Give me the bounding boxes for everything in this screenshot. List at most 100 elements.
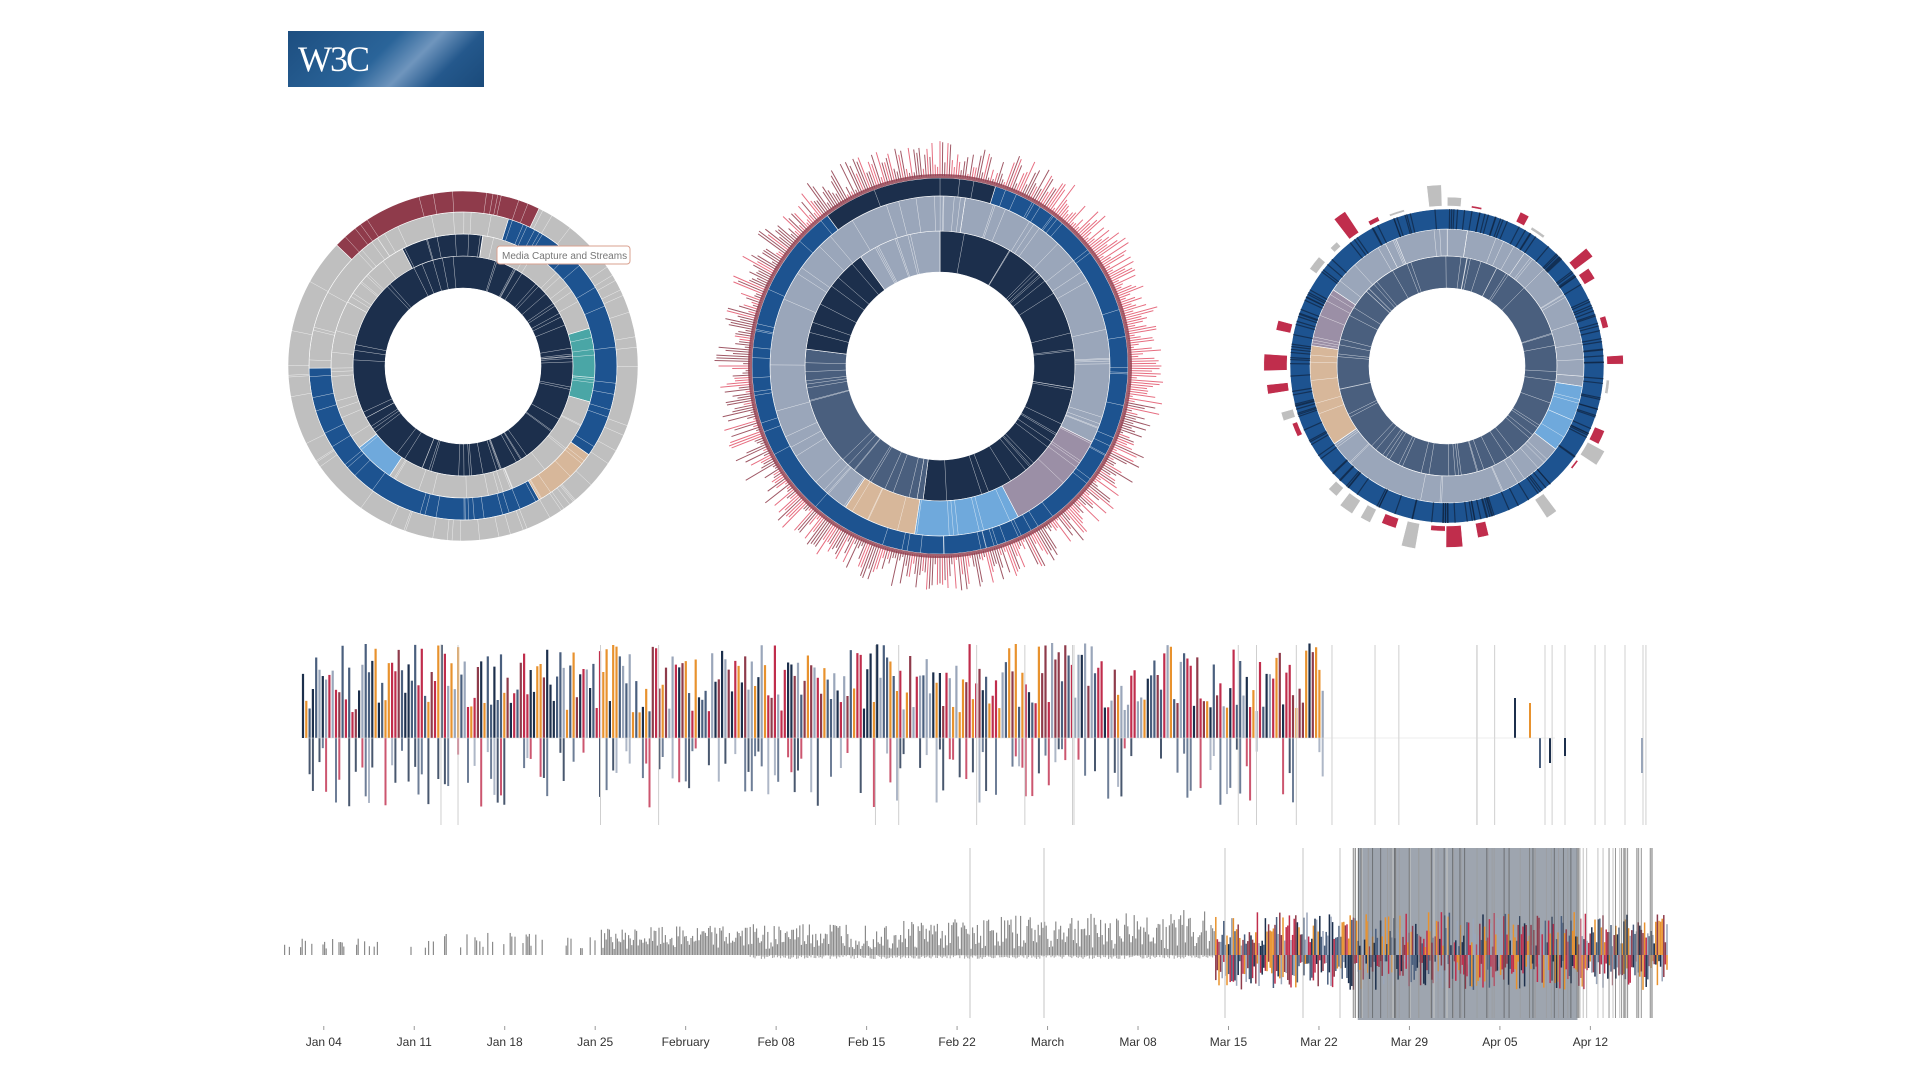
outer-block[interactable] [1604,379,1610,394]
slice-line [511,488,521,510]
outer-block[interactable] [1263,353,1288,372]
outer-block[interactable] [1381,513,1400,529]
w3c-logo[interactable]: W3C [288,31,484,87]
spike [831,192,841,205]
outer-block[interactable] [1330,241,1342,253]
outer-block[interactable] [1388,209,1405,217]
slice-line [1305,296,1325,307]
slice-line [601,289,621,300]
spike [786,489,797,499]
sunburst-left[interactable] [287,190,639,542]
slice-line [1293,333,1313,340]
spike [760,455,774,464]
outer-block[interactable] [1426,184,1443,208]
spike [1092,232,1120,253]
sunburst-left-ring4-segment1[interactable] [287,208,639,542]
slice-line [535,324,566,338]
slice-line [500,434,517,463]
outer-block[interactable] [1360,504,1377,523]
slice-line [1377,247,1392,272]
outer-block[interactable] [1475,521,1490,539]
slice-line [1464,501,1468,522]
outer-block[interactable] [1515,211,1530,227]
slice-line [795,437,826,457]
slice-line [468,443,473,476]
sunburst-center-ring3-segment2[interactable] [826,177,996,231]
spike [822,523,835,541]
slice-line [1396,217,1404,237]
outer-block[interactable] [1309,256,1326,274]
slice-line [489,193,494,215]
spike [1078,219,1098,237]
outer-block[interactable] [1291,421,1303,437]
outer-block[interactable] [1588,426,1605,445]
sunburst-right[interactable] [1263,184,1624,549]
outer-block[interactable] [1599,315,1609,329]
spike [751,278,768,287]
spike [830,170,849,201]
sunburst-center[interactable] [714,141,1164,591]
slice-line [1010,520,1019,537]
slice-line [1556,272,1574,286]
spike [801,201,818,222]
spike [1029,532,1037,545]
x-tick-label: Mar 15 [1210,1035,1248,1049]
slice-line [1290,358,1311,361]
outer-block[interactable] [1578,267,1596,285]
outer-block[interactable] [1447,196,1462,207]
slice-line [351,424,371,437]
spike [732,352,751,356]
outer-block[interactable] [1530,226,1546,239]
spike [1129,381,1160,386]
outer-block[interactable] [1568,247,1594,271]
slice-line [1505,417,1530,439]
spike [855,173,865,193]
spike [1129,372,1161,375]
spike [866,172,874,189]
sunburst-left-ring4-segment2[interactable] [336,190,540,260]
outer-block[interactable] [1570,459,1579,470]
outer-block[interactable] [1430,524,1446,532]
spike [1094,240,1118,257]
sunburst-right-ring1-segment1[interactable] [1336,255,1558,477]
outer-block[interactable] [1333,211,1360,240]
sunburst-center-ring3-segment1[interactable] [751,186,1129,555]
outer-block[interactable] [1266,382,1290,395]
slice-line [1019,292,1054,316]
slice-line [901,532,906,551]
outer-block[interactable] [1445,525,1464,548]
slice-line [1326,300,1351,314]
outer-block[interactable] [1606,354,1624,365]
outer-block[interactable] [1367,216,1381,226]
outer-block[interactable] [1579,441,1605,466]
slice-line [422,438,435,469]
spike [745,461,777,481]
slice-line [823,464,849,491]
slice-line [981,530,987,549]
outer-block[interactable] [1328,480,1344,497]
slice-line [424,493,431,516]
slice-line [1331,258,1347,274]
spike [1127,392,1156,398]
outer-block[interactable] [1339,492,1361,515]
spike [1047,184,1066,210]
slice-line [604,426,624,436]
slice-line [1074,360,1110,363]
spike [1128,339,1155,344]
sunburst-left-ring1-segment1[interactable] [352,255,574,477]
spike [738,331,753,335]
outer-block[interactable] [1534,493,1557,519]
slice-line [435,495,441,518]
slice-line [561,414,582,426]
slice-line [498,268,515,297]
outer-block[interactable] [1471,205,1483,211]
outer-block[interactable] [1280,408,1296,422]
spike [788,228,800,239]
outer-block[interactable] [1275,320,1293,334]
slice-line [1521,332,1553,343]
slice-line [504,467,513,489]
slice-line [372,410,400,430]
lower-timeline-chart[interactable] [284,848,1668,1020]
slice-line [525,482,537,502]
outer-block[interactable] [1400,520,1420,549]
